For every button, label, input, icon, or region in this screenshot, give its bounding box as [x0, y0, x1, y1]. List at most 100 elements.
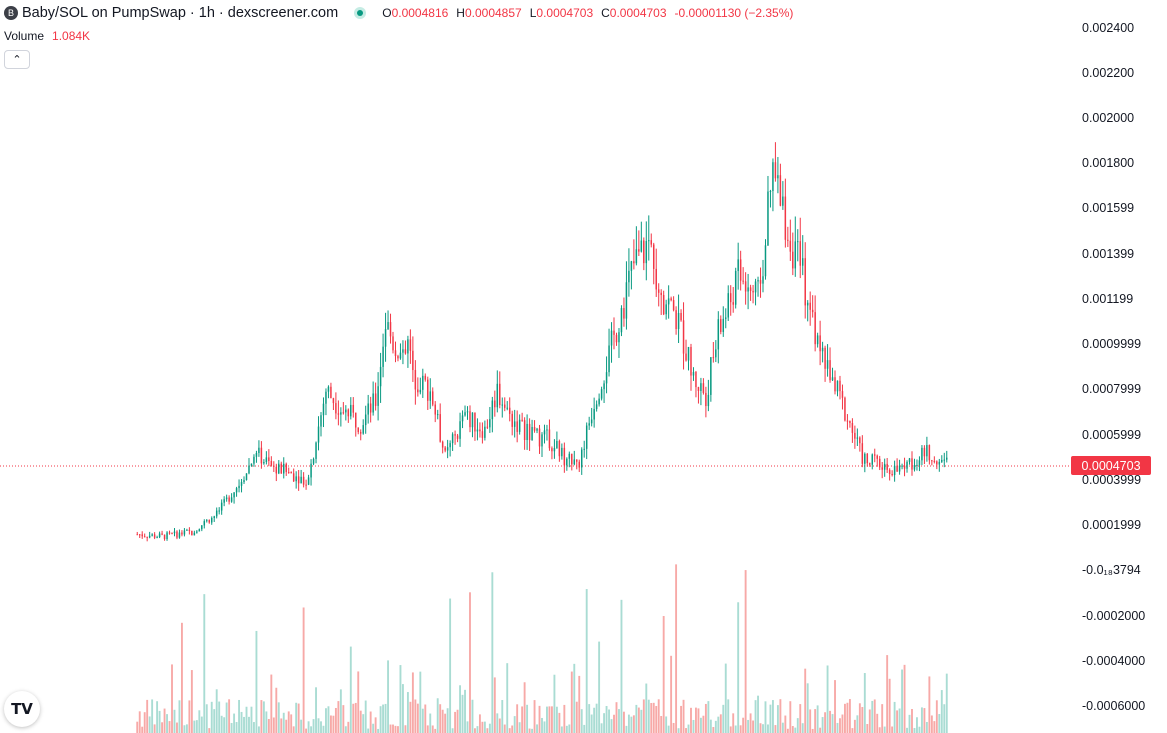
collapse-legend-button[interactable]: ⌃	[4, 50, 30, 69]
candle-body	[513, 421, 516, 427]
volume-bar	[672, 722, 675, 733]
price-axis-label: 0.0001999	[1082, 518, 1142, 532]
close-key: C	[601, 6, 610, 20]
volume-bar	[786, 728, 789, 733]
volume-bar	[881, 704, 884, 733]
candle-body	[342, 412, 345, 414]
candle-body	[489, 419, 491, 428]
candle-body	[516, 421, 518, 432]
volume-bar	[543, 721, 546, 733]
candle-body	[235, 488, 238, 493]
volume-bar	[146, 699, 149, 733]
volume-bar	[588, 704, 591, 733]
volume-bar	[143, 712, 146, 733]
volume-bar	[320, 721, 322, 733]
low-value: 0.0004703	[536, 6, 594, 20]
volume-bar	[416, 703, 419, 733]
volume-bar	[267, 718, 270, 733]
candle-body	[580, 449, 583, 468]
volume-bar	[426, 725, 429, 733]
volume-bar	[585, 589, 588, 733]
candle-body	[161, 533, 163, 535]
candle-body	[163, 534, 166, 540]
candle-body	[417, 389, 419, 393]
volume-bar	[362, 714, 365, 733]
volume-bar	[657, 699, 660, 733]
candle-body	[198, 529, 201, 532]
volume-bar	[719, 714, 722, 733]
ohlc-values: O0.0004816 H0.0004857 L0.0004703 C0.0004…	[382, 6, 793, 20]
volume-bar	[665, 716, 668, 733]
volume-bar	[642, 699, 645, 733]
candle-body	[608, 345, 610, 373]
volume-bar	[339, 689, 342, 733]
candle-body	[424, 375, 427, 380]
candle-body	[759, 280, 762, 284]
volume-bar	[538, 705, 541, 733]
volume-bar	[546, 706, 548, 733]
candle-body	[208, 520, 210, 523]
volume-bar	[920, 707, 923, 733]
candle-body	[210, 517, 213, 523]
candle-body	[799, 241, 801, 266]
candlestick-series	[136, 142, 948, 542]
candle-body	[538, 428, 541, 447]
volume-bar	[853, 719, 856, 733]
volume-bar	[923, 708, 926, 733]
candle-body	[322, 403, 325, 416]
candle-body	[148, 535, 151, 538]
volume-bar	[454, 711, 457, 733]
candle-body	[911, 458, 913, 470]
volume-bar	[893, 701, 896, 733]
volume-bar	[928, 676, 931, 733]
candle-body	[215, 510, 218, 517]
candle-body	[536, 428, 538, 431]
volume-bar	[483, 721, 486, 733]
volume-histogram	[136, 564, 948, 733]
volume-bar	[563, 704, 566, 733]
candle-body	[270, 460, 273, 466]
volume-bar	[471, 699, 474, 733]
candle-body	[941, 459, 943, 462]
volume-bar	[742, 717, 745, 733]
candle-body	[171, 532, 173, 534]
candle-body	[528, 423, 531, 441]
candle-body	[297, 476, 300, 484]
volume-bar	[374, 717, 377, 733]
candle-body	[717, 319, 720, 350]
candle-body	[240, 482, 243, 486]
candle-body	[921, 447, 923, 461]
volume-bar	[690, 707, 692, 733]
volume-bar	[503, 724, 506, 733]
tradingview-logo-icon[interactable]: TV	[4, 691, 40, 727]
candle-body	[315, 442, 317, 459]
volume-bar	[846, 702, 849, 733]
volume-bar	[176, 722, 178, 733]
volume-bar	[863, 673, 866, 733]
candle-body	[486, 426, 489, 428]
candle-body	[603, 383, 605, 390]
volume-bar	[161, 722, 164, 733]
volume-bar	[478, 714, 481, 733]
volume-bar	[347, 721, 350, 733]
volume-bar	[230, 722, 233, 733]
volume-bar	[801, 723, 804, 733]
candle-body	[248, 465, 250, 474]
volume-bar	[136, 721, 139, 733]
volume-bar	[866, 724, 869, 733]
volume-bar	[789, 701, 792, 733]
candle-body	[220, 502, 223, 511]
candle-body	[598, 398, 600, 405]
volume-bar	[836, 722, 839, 733]
volume-bar	[699, 717, 702, 733]
candle-body	[434, 404, 436, 415]
volume-bar	[200, 716, 203, 733]
candle-body	[464, 412, 466, 416]
candle-body	[859, 437, 861, 444]
candle-body	[593, 408, 595, 420]
candle-body	[687, 346, 690, 361]
volume-bar	[627, 714, 630, 733]
market-status-icon[interactable]	[354, 7, 367, 19]
candle-body	[188, 529, 191, 531]
